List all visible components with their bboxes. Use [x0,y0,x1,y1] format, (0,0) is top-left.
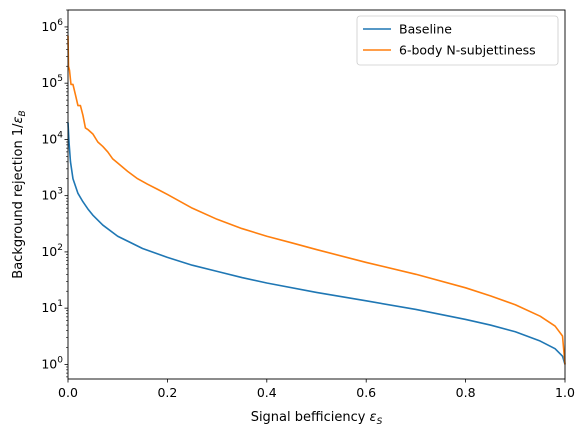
x-tick-label: 0.4 [257,385,277,400]
y-tick-label: 105 [41,74,63,90]
x-tick-label: 1.0 [555,385,575,400]
y-ticks: 100 101 102 103 104 105 106 [41,9,68,378]
y-tick-label: 106 [41,18,63,34]
x-tick-label: 0.8 [456,385,476,400]
x-axis-label: Signal befficiency εS [251,410,383,427]
x-tick-label: 0.2 [157,385,177,400]
y-tick-label: 103 [41,187,63,203]
plot-frame [67,9,566,380]
x-tick-label: 0.0 [58,385,78,400]
series-line-baseline [67,122,566,365]
series-line-nsubjettiness [67,35,566,365]
x-tick-label: 0.6 [356,385,376,400]
legend-label-baseline: Baseline [399,22,452,37]
legend: Baseline 6-body N-subjettiness [356,15,559,66]
y-tick-label: 102 [41,243,63,259]
y-axis-label: Background rejection 1/εB [11,110,28,278]
y-tick-label: 104 [41,130,63,146]
y-tick-label: 101 [41,299,63,315]
legend-label-nsubjettiness: 6-body N-subjettiness [399,43,536,58]
legend-box [356,15,559,66]
series-group [67,35,566,365]
y-tick-label: 100 [41,355,63,371]
x-ticks: 0.0 0.2 0.4 0.6 0.8 1.0 [58,379,575,400]
